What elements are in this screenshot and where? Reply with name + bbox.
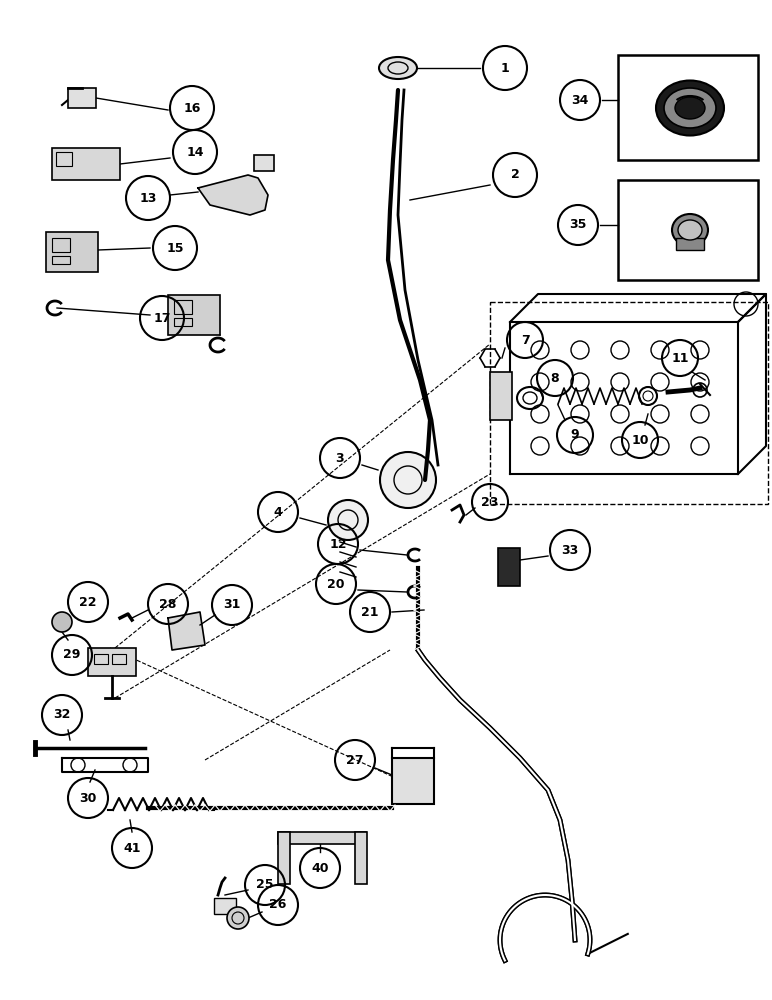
Bar [490,372,512,420]
Ellipse shape [379,57,417,79]
Ellipse shape [664,88,716,128]
Text: 21: 21 [361,605,379,618]
Text: 28: 28 [159,597,177,610]
Circle shape [227,907,249,929]
Bar [174,300,192,314]
Text: 16: 16 [183,102,201,114]
Text: 26: 26 [269,898,286,912]
Text: 4: 4 [273,506,283,518]
Text: 40: 40 [311,861,329,874]
Bar [52,256,70,264]
Text: 2: 2 [510,168,520,182]
Text: 41: 41 [124,842,141,854]
Text: 31: 31 [223,598,241,611]
Polygon shape [168,612,205,650]
Circle shape [328,500,368,540]
Bar [168,295,220,335]
Bar [56,152,72,166]
Circle shape [52,612,72,632]
Bar [490,302,768,504]
Bar [46,232,98,272]
Text: 23: 23 [481,495,499,508]
Bar [214,898,236,914]
Bar [676,238,704,250]
Bar [278,832,366,844]
Bar [278,832,290,884]
Ellipse shape [672,214,708,246]
Circle shape [380,452,436,508]
Text: 3: 3 [336,452,344,464]
Bar [498,548,520,586]
Text: 29: 29 [63,648,81,662]
Text: 14: 14 [186,145,204,158]
Polygon shape [198,175,268,215]
Text: 11: 11 [671,352,689,364]
Text: 17: 17 [154,312,171,324]
Bar [68,88,96,108]
Text: 25: 25 [256,879,274,892]
Text: 32: 32 [53,708,71,722]
Text: 12: 12 [329,538,347,550]
Text: 7: 7 [520,334,530,347]
Bar [174,318,192,326]
Bar [618,180,758,280]
Bar [392,758,434,804]
Text: 15: 15 [166,241,184,254]
Ellipse shape [656,81,724,135]
Text: 22: 22 [80,595,96,608]
Ellipse shape [675,97,705,119]
Text: 8: 8 [550,371,559,384]
Text: 20: 20 [327,578,345,590]
Bar [112,654,126,664]
Text: 27: 27 [347,754,364,766]
Ellipse shape [678,220,702,240]
Text: 30: 30 [80,792,96,804]
Text: 35: 35 [569,219,587,232]
Text: 33: 33 [561,544,579,556]
Bar [88,648,136,676]
Bar [254,155,274,171]
Bar [52,238,70,252]
Bar [94,654,108,664]
Bar [52,148,120,180]
Text: 34: 34 [571,94,589,106]
Text: 10: 10 [631,434,648,446]
Text: 1: 1 [500,62,510,75]
Text: 9: 9 [571,428,579,442]
Bar [355,832,367,884]
Text: 13: 13 [139,192,157,205]
Bar [618,55,758,160]
